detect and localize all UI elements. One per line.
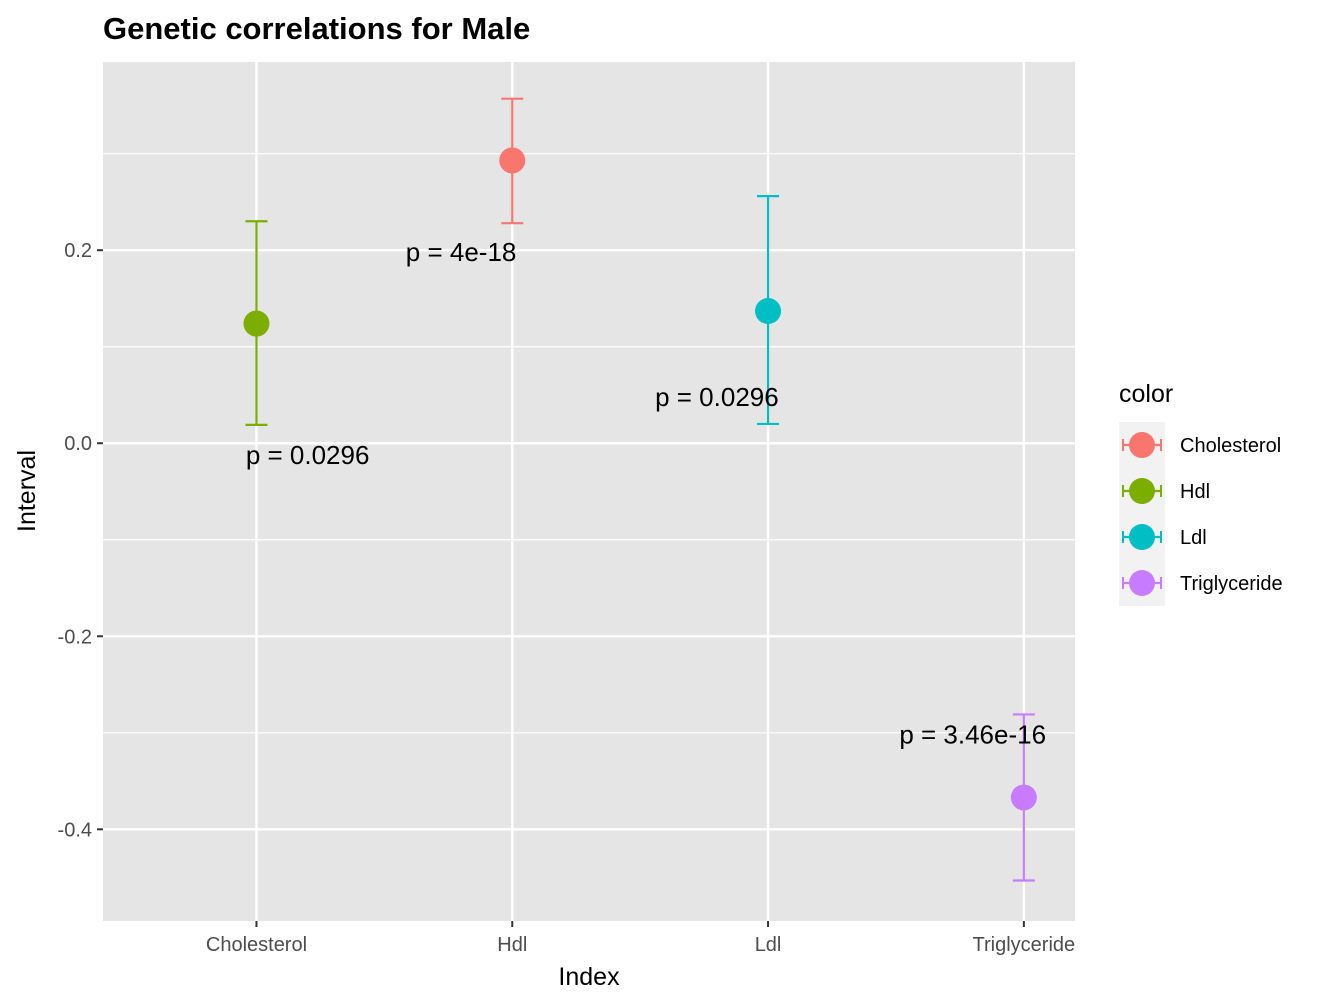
y-tick-label: 0.0 xyxy=(64,433,92,455)
legend: color Cholesterol Hdl Ldl Triglyceride xyxy=(1119,380,1283,606)
chart-title: Genetic correlations for Male xyxy=(103,11,530,46)
legend-label: Triglyceride xyxy=(1180,573,1283,595)
x-tick-label: Cholesterol xyxy=(206,934,307,956)
data-points xyxy=(243,147,1037,811)
y-tick-label: 0.2 xyxy=(64,240,92,262)
legend-label: Ldl xyxy=(1180,527,1207,549)
legend-key-point xyxy=(1129,478,1155,504)
data-point xyxy=(499,147,526,174)
legend-key-point xyxy=(1129,432,1155,458)
legend-label: Hdl xyxy=(1180,481,1210,503)
plot-panel xyxy=(103,62,1075,921)
x-tick-label: Ldl xyxy=(755,934,782,956)
p-value-label: p = 3.46e-16 xyxy=(899,720,1046,750)
data-point xyxy=(1010,784,1037,811)
y-axis-title: Interval xyxy=(13,450,41,532)
legend-key-point xyxy=(1129,524,1155,550)
y-axis: -0.4 -0.2 0.0 0.2 xyxy=(58,240,103,841)
p-value-label: p = 4e-18 xyxy=(406,237,517,267)
x-tick-label: Triglyceride xyxy=(973,934,1076,956)
y-tick-label: -0.4 xyxy=(58,819,92,841)
x-axis: Cholesterol Hdl Ldl Triglyceride xyxy=(206,921,1075,956)
p-value-annotations: p = 0.0296 p = 4e-18 p = 0.0296 p = 3.46e-1… xyxy=(246,237,1046,750)
p-value-label: p = 0.0296 xyxy=(246,440,370,470)
legend-label: Cholesterol xyxy=(1180,435,1281,457)
data-point xyxy=(243,310,270,337)
y-tick-label: -0.2 xyxy=(58,626,92,648)
x-tick-label: Hdl xyxy=(497,934,527,956)
p-value-label: p = 0.0296 xyxy=(655,382,779,412)
legend-key-point xyxy=(1129,570,1155,596)
minor-gridlines xyxy=(103,153,1075,734)
legend-title: color xyxy=(1119,380,1173,408)
x-axis-title: Index xyxy=(558,963,620,991)
data-point xyxy=(755,298,782,325)
